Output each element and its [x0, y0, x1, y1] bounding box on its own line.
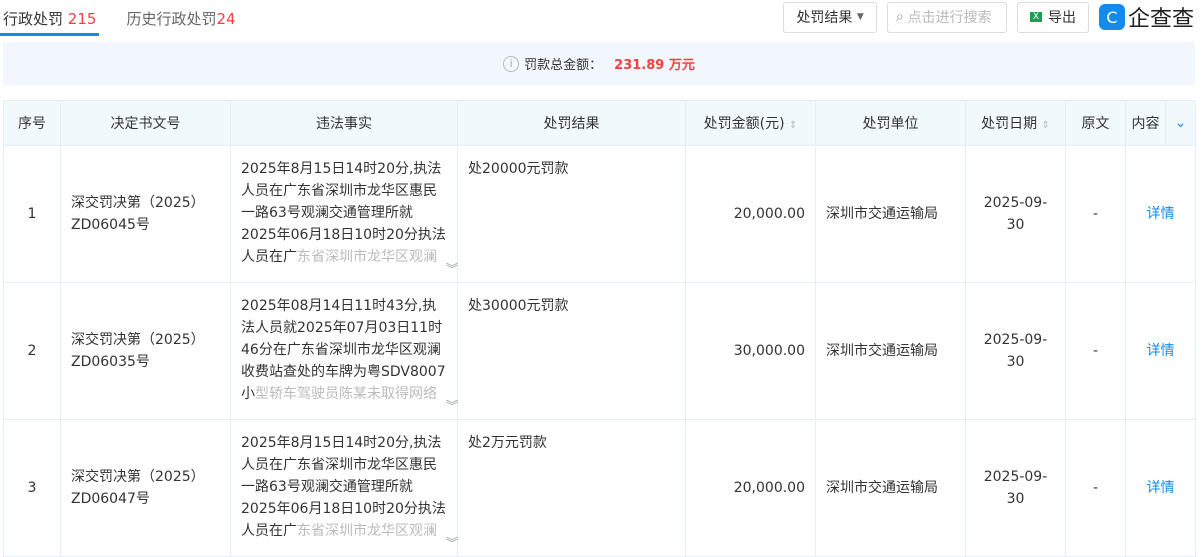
tab-admin-penalty[interactable]: 行政处罚 215 [0, 0, 100, 36]
amount: 30,000.00 [685, 282, 816, 420]
logo-icon: C [1098, 4, 1125, 30]
summary-amount: 231.89 万元 [614, 58, 695, 73]
expand-text-icon[interactable]: ︾ [446, 536, 459, 550]
result: 处2万元罚款 [457, 419, 686, 557]
sort-icon[interactable]: ⇕ [1041, 120, 1050, 131]
header-content: 内容 [1125, 100, 1166, 146]
row-index: 2 [3, 282, 61, 420]
fact-cell: 2025年8月15日14时20分,执法人员在广东省深圳市龙华区惠民一路63号观澜… [230, 145, 459, 283]
header-label: 处罚日期 [981, 116, 1038, 132]
tab-history-penalty[interactable]: 历史行政处罚24 [123, 0, 238, 36]
header-fact: 违法事实 [230, 100, 458, 146]
amount: 20,000.00 [685, 419, 816, 557]
header-amount[interactable]: 处罚金额(元) ⇕ [685, 100, 816, 146]
date: 2025-09-30 [965, 145, 1066, 283]
detail-link[interactable]: 详情 [1125, 145, 1196, 283]
result: 处30000元罚款 [457, 282, 686, 420]
fact-cell: 2025年8月15日14时20分,执法人员在广东省深圳市龙华区惠民一路63号观澜… [230, 419, 459, 557]
excel-icon: X [1029, 12, 1042, 22]
tab-label: 历史行政处罚 [126, 10, 217, 28]
filter-dropdown[interactable]: 处罚结果 ▼ [783, 1, 877, 33]
logo: C 企查查 [1098, 1, 1194, 33]
fact-cell: 2025年08月14日11时43分,执法人员就2025年07月03日11时46分… [230, 282, 459, 420]
search-icon: ⌕ [895, 9, 904, 25]
filter-label: 处罚结果 [796, 10, 853, 26]
sort-icon[interactable]: ⇕ [789, 120, 798, 131]
logo-text: 企查查 [1127, 7, 1194, 32]
fact-text-faded: 东省深圳市龙华区观澜收费站查 [297, 249, 437, 265]
header-original: 原文 [1065, 100, 1126, 146]
detail-link[interactable]: 详情 [1125, 282, 1196, 420]
detail-link[interactable]: 详情 [1125, 419, 1196, 557]
header-doc-no: 决定书文号 [60, 100, 231, 146]
doc-number: 深交罚决第（2025）ZD06035号 [60, 282, 231, 420]
tab-count: 24 [216, 10, 236, 28]
original: - [1065, 282, 1126, 420]
unit: 深圳市交通运输局 [815, 145, 966, 283]
search-placeholder: 点击进行搜索 [907, 10, 992, 26]
fine-summary: i 罚款总金额： 231.89 万元 [3, 42, 1195, 85]
header-label: 处罚金额(元) [703, 116, 785, 132]
doc-number: 深交罚决第（2025）ZD06047号 [60, 419, 231, 557]
table-row: 3 深交罚决第（2025）ZD06047号 2025年8月15日14时20分,执… [3, 419, 1196, 557]
row-index: 1 [3, 145, 61, 283]
original: - [1065, 419, 1126, 557]
header-date[interactable]: 处罚日期 ⇕ [965, 100, 1066, 146]
fact-text: 2025年08月14日11时43分,执法人员就2025年07月03日11时46分… [241, 298, 446, 402]
result: 处20000元罚款 [457, 145, 686, 283]
table-row: 1 深交罚决第（2025）ZD06045号 2025年8月15日14时20分,执… [3, 145, 1196, 283]
search-input[interactable]: ⌕ 点击进行搜索 [886, 1, 1007, 33]
info-icon: i [503, 55, 520, 72]
header-index: 序号 [3, 100, 61, 146]
amount: 20,000.00 [685, 145, 816, 283]
expand-text-icon[interactable]: ︾ [446, 262, 459, 276]
table-row: 2 深交罚决第（2025）ZD06035号 2025年08月14日11时43分,… [3, 282, 1196, 420]
date: 2025-09-30 [965, 419, 1066, 557]
unit: 深圳市交通运输局 [815, 419, 966, 557]
export-label: 导出 [1047, 10, 1076, 26]
date: 2025-09-30 [965, 282, 1066, 420]
export-button[interactable]: X 导出 [1016, 1, 1089, 33]
summary-label: 罚款总金额： [524, 58, 603, 73]
penalty-table: 序号 决定书文号 违法事实 处罚结果 处罚金额(元) ⇕ 处罚单位 处罚日期 ⇕… [3, 100, 1196, 557]
tab-count: 215 [67, 10, 97, 28]
fact-text: 2025年8月15日14时20分,执法人员在广东省深圳市龙华区惠民一路63号观澜… [241, 161, 446, 265]
original: - [1065, 145, 1126, 283]
toolbar: 处罚结果 ▼ ⌕ 点击进行搜索 X 导出 C 企查查 [783, 1, 1194, 33]
row-index: 3 [3, 419, 61, 557]
header-unit: 处罚单位 [815, 100, 966, 146]
expand-text-icon[interactable]: ︾ [446, 399, 459, 413]
tab-bar: 行政处罚 215 历史行政处罚24 [0, 0, 263, 36]
fact-text-faded: 型轿车驾驶员陈某未取得网络预 [255, 386, 437, 402]
caret-down-icon: ▼ [856, 12, 864, 22]
tab-label: 行政处罚 [3, 10, 64, 28]
header-result: 处罚结果 [457, 100, 686, 146]
expand-columns-icon[interactable]: ⌄ [1165, 100, 1196, 146]
doc-number: 深交罚决第（2025）ZD06045号 [60, 145, 231, 283]
unit: 深圳市交通运输局 [815, 282, 966, 420]
